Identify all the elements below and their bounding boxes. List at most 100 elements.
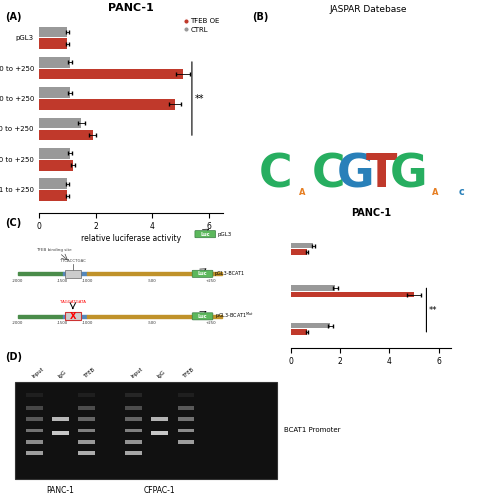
Bar — [26, 406, 43, 409]
Text: IgG: IgG — [57, 370, 67, 379]
Bar — [39, 99, 175, 110]
Text: (B): (B) — [252, 12, 268, 22]
Bar — [177, 418, 194, 421]
Bar — [26, 440, 43, 444]
Bar — [125, 452, 142, 455]
Bar — [39, 88, 70, 98]
Text: PANC-1: PANC-1 — [46, 486, 74, 495]
FancyBboxPatch shape — [192, 270, 212, 278]
Bar — [87, 315, 221, 318]
Text: -2000: -2000 — [12, 322, 24, 326]
Bar — [26, 393, 43, 397]
Text: A: A — [298, 188, 304, 197]
Bar — [78, 406, 95, 409]
Bar — [39, 160, 73, 170]
FancyBboxPatch shape — [195, 230, 215, 237]
Bar — [78, 452, 95, 455]
Bar — [151, 418, 168, 421]
Bar — [290, 286, 334, 291]
Text: -1500: -1500 — [57, 279, 68, 283]
Bar — [177, 393, 194, 397]
Bar — [290, 243, 313, 248]
Text: G: G — [336, 152, 373, 197]
Bar — [39, 69, 183, 80]
Text: pGL3: pGL3 — [217, 232, 231, 236]
Bar — [39, 178, 67, 189]
Bar — [177, 406, 194, 409]
Bar — [125, 428, 142, 432]
Legend: TFEB OE, CTRL: TFEB OE, CTRL — [184, 18, 219, 32]
Bar — [64, 312, 81, 320]
Text: +250: +250 — [205, 322, 215, 326]
Text: TFEB: TFEB — [83, 366, 96, 379]
Bar — [18, 315, 62, 318]
FancyBboxPatch shape — [192, 313, 212, 320]
Bar — [78, 440, 95, 444]
Text: A: A — [431, 188, 438, 197]
Text: T: T — [365, 152, 397, 197]
Text: BCAT1 Promoter: BCAT1 Promoter — [283, 428, 340, 434]
Bar — [15, 382, 276, 478]
Bar — [39, 148, 70, 158]
Bar — [39, 190, 67, 201]
Bar — [39, 130, 92, 140]
Bar — [290, 323, 330, 328]
Text: (C): (C) — [5, 218, 21, 228]
Text: pGL3-BCAT1$^{Mut}$: pGL3-BCAT1$^{Mut}$ — [214, 311, 254, 322]
Text: **: ** — [428, 306, 437, 314]
Bar — [125, 393, 142, 397]
Text: Input: Input — [130, 366, 144, 379]
Bar — [39, 38, 67, 49]
Text: -500: -500 — [148, 279, 156, 283]
Text: Luc: Luc — [200, 232, 210, 236]
Text: c: c — [458, 187, 464, 197]
Text: Luc: Luc — [197, 314, 207, 319]
Bar — [290, 250, 306, 255]
Bar — [177, 440, 194, 444]
Text: -500: -500 — [148, 322, 156, 326]
Text: CFPAC-1: CFPAC-1 — [144, 486, 175, 495]
Text: X: X — [69, 312, 76, 321]
Text: -2000: -2000 — [12, 279, 24, 283]
Bar — [26, 418, 43, 421]
Bar — [78, 418, 95, 421]
Bar — [26, 452, 43, 455]
Bar — [62, 315, 87, 318]
Bar — [78, 393, 95, 397]
Bar — [78, 428, 95, 432]
Bar — [39, 118, 81, 128]
Text: **: ** — [195, 94, 204, 104]
Text: TAGGATGATA: TAGGATGATA — [60, 300, 86, 304]
Bar — [52, 432, 69, 435]
Text: (D): (D) — [5, 352, 22, 362]
Bar — [125, 418, 142, 421]
Text: IgG: IgG — [156, 370, 166, 379]
Text: +250: +250 — [205, 279, 215, 283]
Bar — [177, 428, 194, 432]
Bar — [18, 272, 62, 275]
Text: Luc: Luc — [197, 272, 207, 276]
Text: -1500: -1500 — [57, 322, 68, 326]
Text: TFEB binding site: TFEB binding site — [36, 248, 72, 252]
Text: pGL3-BCAT1: pGL3-BCAT1 — [214, 272, 244, 276]
Text: Input: Input — [31, 366, 45, 379]
Text: -1000: -1000 — [81, 322, 92, 326]
Text: (A): (A) — [5, 12, 21, 22]
Text: -1000: -1000 — [81, 279, 92, 283]
Text: TTCACCTGAC: TTCACCTGAC — [60, 259, 86, 263]
Bar — [290, 330, 306, 335]
Bar — [125, 406, 142, 409]
Bar — [52, 418, 69, 421]
Text: C: C — [258, 152, 291, 197]
Bar — [26, 428, 43, 432]
Bar — [62, 272, 87, 275]
Bar — [290, 292, 413, 298]
Title: JASPAR Datebase: JASPAR Datebase — [329, 5, 407, 14]
Bar — [151, 432, 168, 435]
Text: G: G — [389, 152, 426, 197]
Bar — [87, 272, 221, 275]
Text: TFEB: TFEB — [182, 366, 196, 379]
Text: TFEB binding sites: TFEB binding sites — [329, 232, 407, 241]
Title: PANC-1: PANC-1 — [108, 3, 153, 13]
X-axis label: relative luciferase activity: relative luciferase activity — [81, 234, 181, 243]
